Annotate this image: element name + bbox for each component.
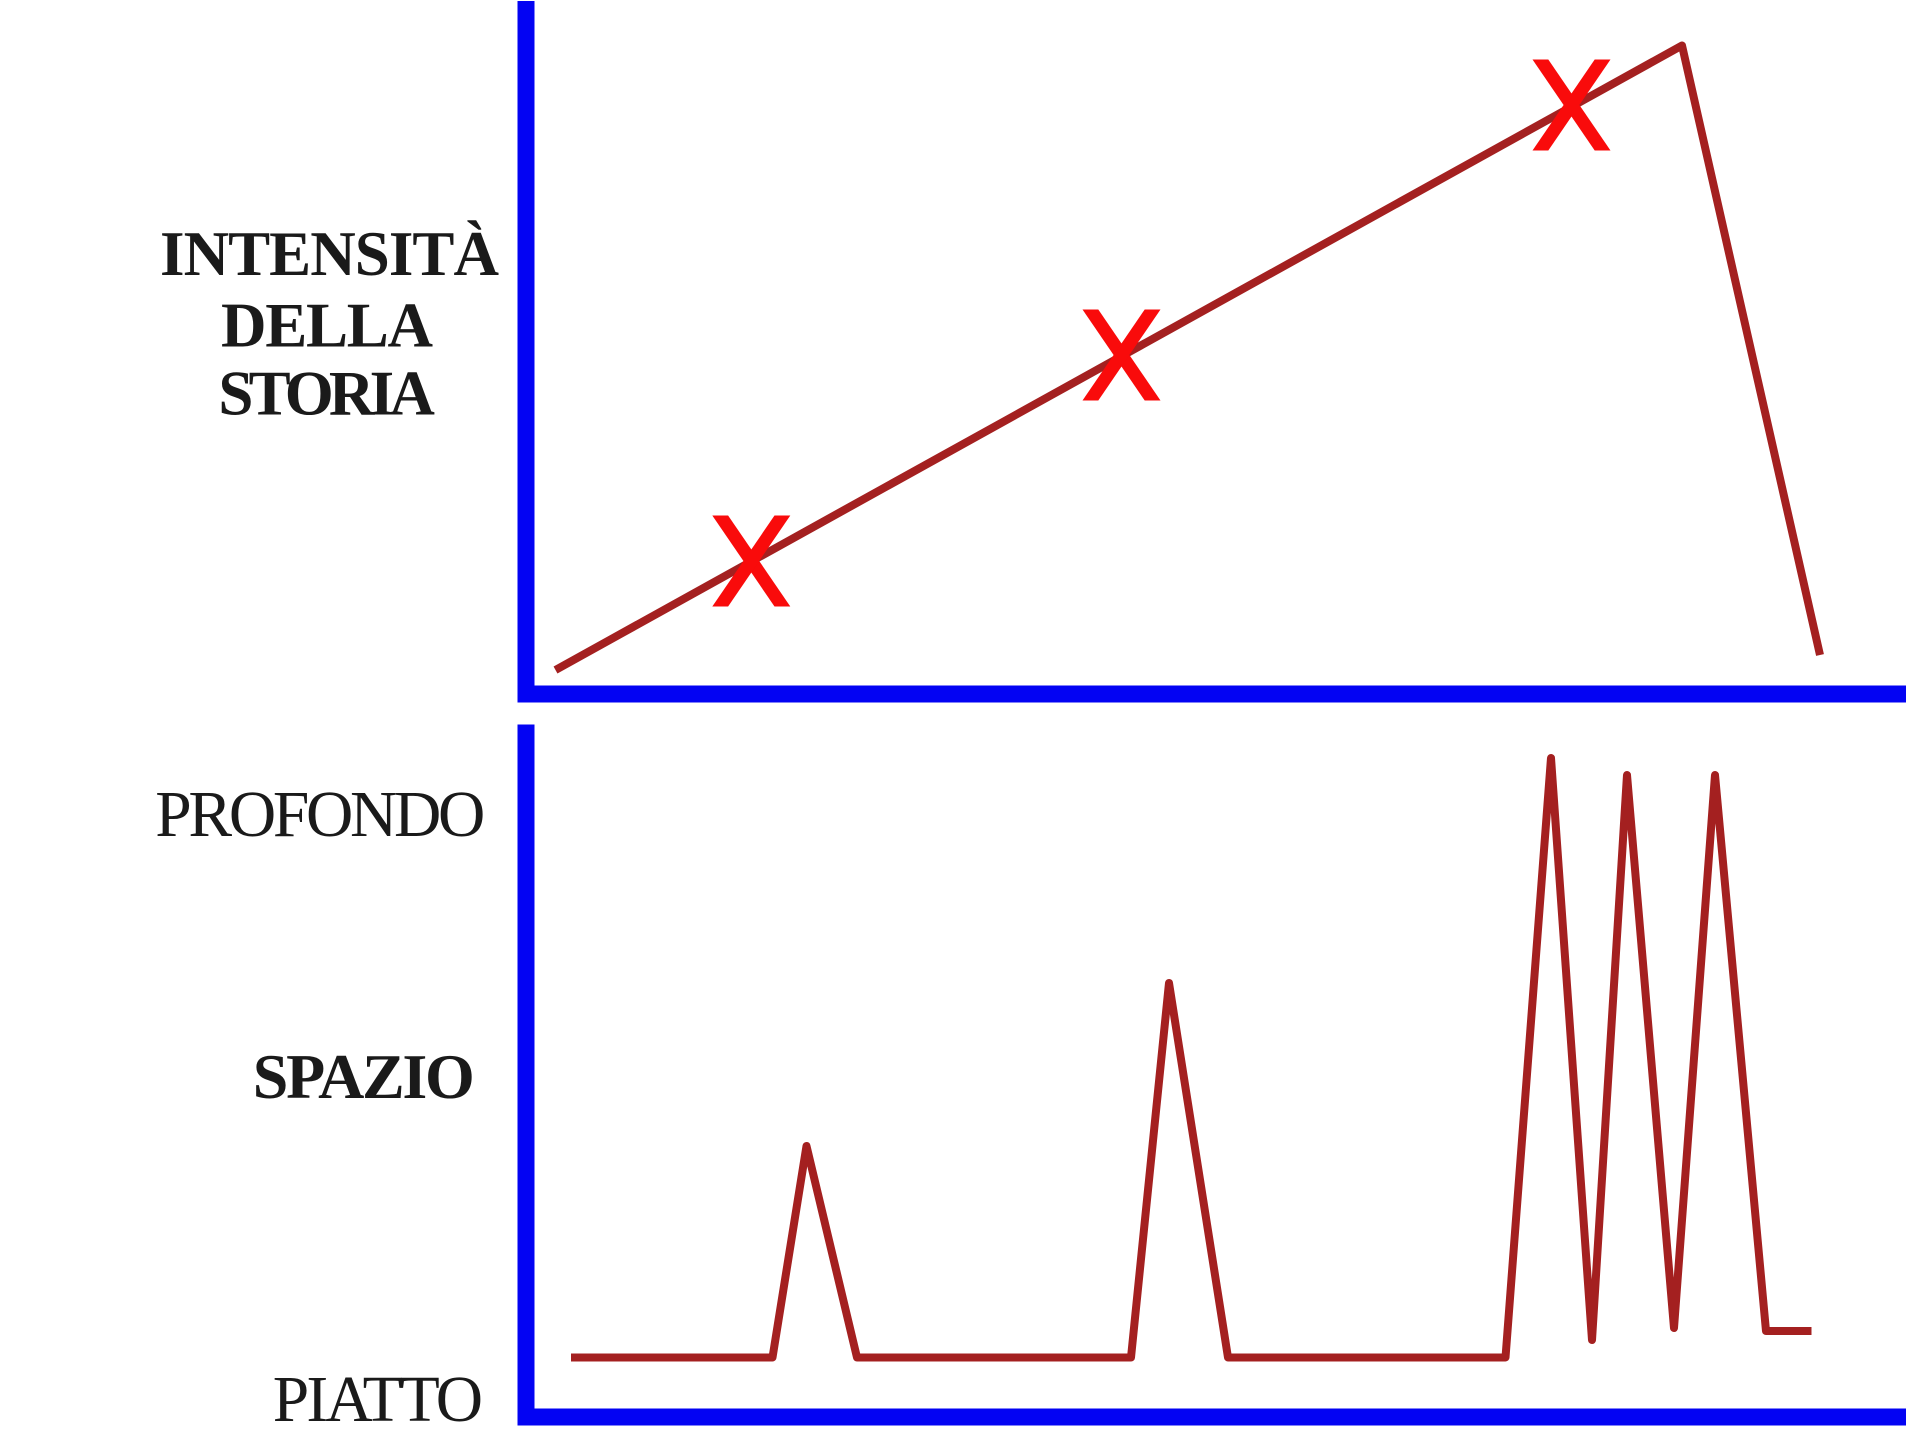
svg-text:SPAZIO: SPAZIO bbox=[253, 1041, 475, 1112]
svg-text:PROFONDO: PROFONDO bbox=[155, 779, 485, 851]
svg-text:INTENSITÀ: INTENSITÀ bbox=[160, 219, 500, 289]
svg-text:STORIA: STORIA bbox=[218, 359, 435, 429]
svg-text:PIATTO: PIATTO bbox=[273, 1364, 483, 1436]
svg-text:DELLA: DELLA bbox=[221, 290, 434, 360]
